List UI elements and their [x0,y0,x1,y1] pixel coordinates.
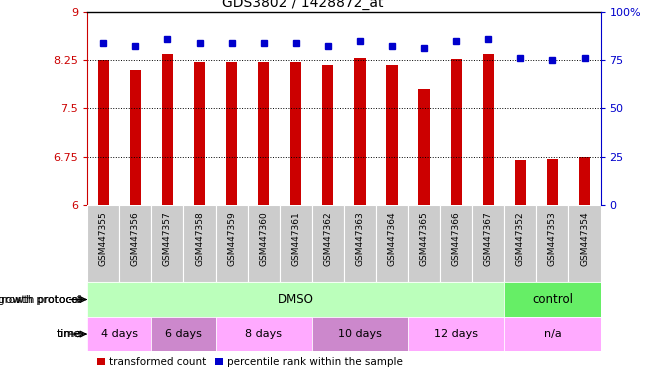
Text: GSM447367: GSM447367 [484,212,493,266]
Bar [344,205,376,282]
Bar [290,62,301,205]
Text: GSM447365: GSM447365 [419,212,429,266]
Bar [258,62,269,205]
Bar [472,205,505,282]
Bar [194,62,205,205]
Text: 6 days: 6 days [165,329,202,339]
Bar [515,160,526,205]
Bar [312,205,344,282]
Bar [312,317,408,351]
Bar [87,317,152,351]
Text: growth protocol: growth protocol [0,295,82,305]
Bar [226,62,238,205]
Bar [152,205,183,282]
Bar [408,317,505,351]
Text: DMSO: DMSO [278,293,314,306]
Bar [87,282,505,317]
Bar [248,205,280,282]
Text: GSM447360: GSM447360 [259,212,268,266]
Bar [119,205,152,282]
Bar [130,70,141,205]
Text: GSM447354: GSM447354 [580,212,589,266]
Text: 4 days: 4 days [101,329,138,339]
Bar [354,58,366,205]
Bar [386,65,398,205]
Text: GSM447355: GSM447355 [99,212,108,266]
Legend: transformed count, percentile rank within the sample: transformed count, percentile rank withi… [93,353,407,371]
Bar [215,205,248,282]
Bar [482,53,494,205]
Text: GSM447363: GSM447363 [356,212,364,266]
Text: GSM447357: GSM447357 [163,212,172,266]
Bar [450,59,462,205]
Text: GSM447359: GSM447359 [227,212,236,266]
Bar [547,159,558,205]
Bar [579,157,590,205]
Text: GSM447356: GSM447356 [131,212,140,266]
Bar [215,317,312,351]
Bar [536,205,568,282]
Bar [183,205,215,282]
Text: time: time [57,329,82,339]
Bar [152,317,215,351]
Bar [98,60,109,205]
Bar [440,205,472,282]
Text: growth protocol: growth protocol [0,295,81,305]
Text: GSM447362: GSM447362 [323,212,332,266]
Bar [376,205,408,282]
Bar [505,205,536,282]
Bar [419,89,429,205]
Text: control: control [532,293,573,306]
Bar [322,65,333,205]
Title: GDS3802 / 1428872_at: GDS3802 / 1428872_at [222,0,384,10]
Text: 12 days: 12 days [434,329,478,339]
Bar [505,282,601,317]
Text: GSM447353: GSM447353 [548,212,557,266]
Text: GSM447364: GSM447364 [388,212,397,266]
Bar [408,205,440,282]
Text: GSM447366: GSM447366 [452,212,461,266]
Bar [505,317,601,351]
Bar [87,205,119,282]
Bar [162,53,173,205]
Text: GSM447352: GSM447352 [516,212,525,266]
Text: n/a: n/a [544,329,562,339]
Bar [280,205,312,282]
Bar [568,205,601,282]
Text: GSM447358: GSM447358 [195,212,204,266]
Text: 8 days: 8 days [245,329,282,339]
Text: GSM447361: GSM447361 [291,212,300,266]
Text: time: time [57,329,81,339]
Text: 10 days: 10 days [338,329,382,339]
